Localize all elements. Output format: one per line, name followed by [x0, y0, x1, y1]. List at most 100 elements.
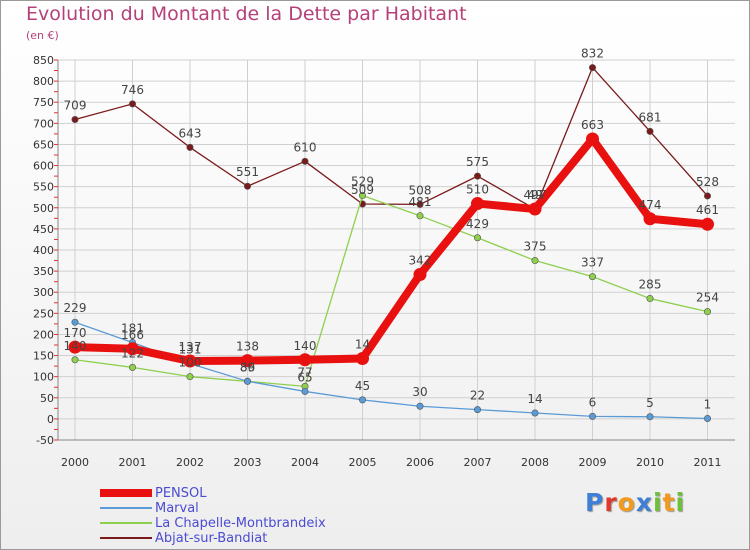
data-label: 14 [355, 338, 370, 352]
y-tick-label: 700 [33, 117, 54, 130]
data-label: 131 [179, 343, 202, 357]
data-label: 166 [121, 328, 144, 342]
legend-swatch [100, 507, 152, 509]
data-point [646, 413, 654, 421]
data-point [358, 396, 366, 404]
data-point [301, 387, 309, 395]
y-tick-label: 100 [33, 371, 54, 384]
x-tick-label: 2002 [176, 456, 204, 469]
logo-letter: r [604, 488, 618, 517]
y-tick-label: 550 [33, 181, 54, 194]
data-label: 509 [351, 183, 374, 197]
data-label: 681 [639, 110, 662, 124]
x-tick-label: 2003 [234, 456, 262, 469]
data-point [528, 202, 542, 216]
y-tick-label: 200 [33, 328, 54, 341]
data-point [588, 412, 596, 420]
logo-letter: t [662, 488, 676, 517]
legend-label: PENSOL [155, 486, 207, 501]
y-tick-label: 850 [33, 54, 54, 67]
y-tick-label: 150 [33, 350, 54, 363]
x-tick-label: 2006 [406, 456, 434, 469]
legend-label: La Chapelle-Montbrandeix [155, 516, 326, 531]
y-tick-label: 650 [33, 138, 54, 151]
data-point [473, 406, 481, 414]
data-label: 1 [704, 397, 712, 411]
data-point [416, 200, 424, 208]
y-tick-label: 600 [33, 160, 54, 173]
data-point [244, 377, 252, 385]
y-tick-label: 500 [33, 202, 54, 215]
data-point [701, 217, 714, 231]
y-tick-label: 0 [47, 413, 54, 426]
data-label: 86 [240, 360, 255, 374]
data-point [71, 116, 79, 124]
y-tick-label: 50 [40, 392, 54, 405]
data-point [471, 197, 484, 211]
series-line-abjat-sur-bandiat [74, 66, 709, 210]
chart-title: Evolution du Montant de la Dette par Hab… [26, 3, 467, 25]
y-tick-label: -50 [36, 434, 54, 447]
x-tick-label: 2004 [291, 456, 319, 469]
data-point [126, 342, 139, 356]
data-point [358, 192, 366, 200]
data-point [473, 234, 481, 242]
data-label: 663 [581, 118, 604, 132]
data-label: 49 [527, 188, 542, 202]
data-point [531, 257, 539, 265]
data-point [129, 100, 137, 108]
y-tick-label: 750 [33, 96, 54, 109]
x-tick-label: 2011 [694, 456, 722, 469]
data-point [186, 373, 194, 381]
chart-subtitle: (en €) [26, 29, 59, 42]
data-label: 100 [179, 356, 202, 370]
x-tick-label: 2008 [521, 456, 549, 469]
logo-letter: x [635, 488, 653, 517]
data-label: 254 [696, 291, 719, 305]
x-tick-label: 2005 [349, 456, 377, 469]
data-label: 528 [696, 175, 719, 189]
line-chart: -50 0 50 100 150 200 250 300 350 400 450 500 550 600 6… [33, 47, 735, 469]
y-tick-label: 400 [33, 244, 54, 257]
x-tick-label: 2010 [636, 456, 664, 469]
data-label: 77 [297, 365, 312, 379]
y-tick-label: 450 [33, 223, 54, 236]
logo-letter: o [617, 488, 636, 517]
data-point [416, 402, 424, 410]
data-label: 610 [294, 140, 317, 154]
data-label: 746 [121, 83, 144, 97]
data-point [586, 132, 599, 146]
data-label: 14 [527, 392, 542, 406]
data-point [588, 273, 596, 281]
series-line-marval [74, 321, 709, 420]
data-label: 342 [409, 253, 432, 267]
data-point [183, 354, 197, 368]
legend-swatch [100, 522, 152, 524]
data-label: 481 [409, 195, 432, 209]
data-label: 181 [121, 321, 144, 335]
data-point [416, 212, 424, 220]
x-tick-label: 2009 [579, 456, 607, 469]
data-label: 832 [581, 47, 604, 61]
logo-letter: i [653, 488, 663, 517]
data-label: 337 [581, 256, 604, 270]
data-point [68, 340, 82, 354]
logo-letter: P [585, 488, 605, 517]
data-label: 285 [639, 278, 662, 292]
data-point [71, 318, 79, 326]
data-label: 45 [355, 379, 370, 393]
legend-label: Marval [155, 501, 199, 516]
data-point [186, 143, 194, 151]
data-point [588, 64, 596, 72]
data-label: 6 [589, 395, 597, 409]
data-label: 497 [524, 188, 547, 202]
data-point [298, 353, 312, 367]
data-point [646, 295, 654, 303]
data-label: 575 [466, 155, 489, 169]
data-label: 529 [351, 175, 374, 189]
data-point [356, 352, 369, 366]
data-label: 709 [64, 99, 87, 113]
data-point [71, 356, 79, 364]
x-tick-label: 2000 [61, 456, 89, 469]
data-point [643, 212, 657, 226]
